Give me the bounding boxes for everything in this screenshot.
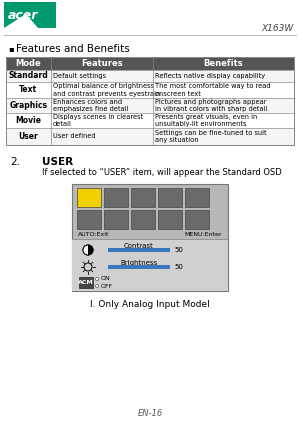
Circle shape — [83, 245, 93, 255]
Text: The most comfortable way to read
onscreen text: The most comfortable way to read onscree… — [155, 83, 271, 97]
Text: If selected to “USER” item, will appear the Standard OSD: If selected to “USER” item, will appear … — [42, 168, 282, 177]
Text: 50: 50 — [174, 264, 183, 270]
Bar — [77, 210, 101, 229]
Text: acer: acer — [8, 9, 38, 22]
Bar — [6, 57, 294, 145]
Bar — [158, 188, 182, 207]
Text: User: User — [18, 132, 38, 141]
Text: Contrast: Contrast — [124, 243, 154, 249]
Text: AUTO:Exit: AUTO:Exit — [78, 232, 110, 237]
Text: Brightness: Brightness — [120, 260, 158, 266]
Bar — [158, 210, 182, 229]
Text: Enhances colors and
emphasizes fine detail: Enhances colors and emphasizes fine deta… — [52, 99, 128, 112]
Circle shape — [95, 277, 98, 280]
Bar — [6, 98, 294, 113]
Polygon shape — [4, 2, 56, 28]
Bar — [79, 277, 93, 288]
Text: Movie: Movie — [15, 116, 41, 125]
Text: Benefits: Benefits — [204, 59, 243, 68]
Text: USER: USER — [42, 157, 73, 167]
Bar — [185, 188, 209, 207]
Text: 2.: 2. — [10, 157, 20, 167]
Text: Optimal balance of brightness
and contrast prevents eyestrain: Optimal balance of brightness and contra… — [52, 83, 160, 97]
Text: Displays scenes in clearest
detail: Displays scenes in clearest detail — [52, 114, 143, 127]
Text: Standard: Standard — [8, 72, 48, 81]
Bar — [6, 128, 294, 145]
Bar — [131, 188, 155, 207]
Text: I. Only Analog Input Model: I. Only Analog Input Model — [90, 300, 210, 309]
Bar — [6, 113, 294, 128]
Text: EN-16: EN-16 — [137, 409, 163, 418]
Circle shape — [95, 285, 98, 288]
Bar — [72, 184, 228, 291]
Text: Text: Text — [19, 86, 38, 95]
Text: Reflects native display capability: Reflects native display capability — [155, 73, 265, 79]
Bar — [104, 188, 128, 207]
Text: Features and Benefits: Features and Benefits — [16, 44, 130, 54]
Text: Default settings: Default settings — [52, 73, 106, 79]
Bar — [108, 265, 170, 269]
Bar — [77, 188, 101, 207]
Text: ON: ON — [100, 276, 110, 282]
Bar — [6, 82, 294, 98]
Bar — [108, 248, 170, 252]
Bar — [104, 210, 128, 229]
Bar — [185, 210, 209, 229]
Text: Pictures and photographs appear
in vibrant colors with sharp detail: Pictures and photographs appear in vibra… — [155, 99, 267, 112]
Text: 50: 50 — [174, 247, 183, 253]
Bar — [131, 210, 155, 229]
Text: OFF: OFF — [100, 283, 113, 288]
Text: Graphics: Graphics — [9, 101, 47, 110]
Text: User defined: User defined — [52, 133, 95, 139]
Text: ACM: ACM — [78, 280, 94, 285]
Text: Presents great visuals, even in
unsuitably-lit environments: Presents great visuals, even in unsuitab… — [155, 114, 257, 127]
Text: X163W: X163W — [262, 24, 294, 33]
Text: Mode: Mode — [15, 59, 41, 68]
Bar — [72, 239, 228, 291]
Text: MENU:Enter: MENU:Enter — [184, 232, 222, 237]
Bar — [6, 57, 294, 70]
Bar — [6, 70, 294, 82]
Text: Settings can be fine-tuned to suit
any situation: Settings can be fine-tuned to suit any s… — [155, 130, 266, 143]
Text: ▪: ▪ — [8, 44, 14, 53]
Wedge shape — [83, 245, 88, 255]
Text: Features: Features — [81, 59, 123, 68]
